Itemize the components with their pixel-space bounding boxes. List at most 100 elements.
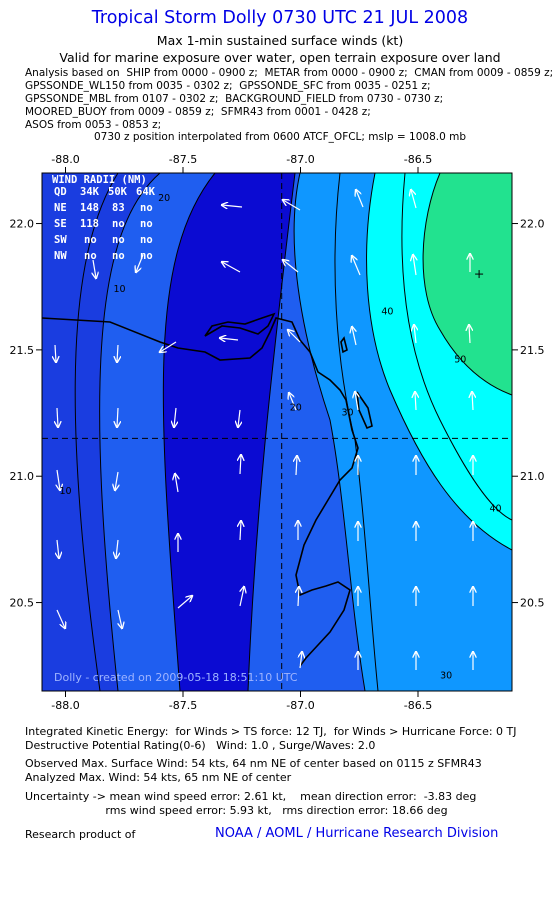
wind-arrow xyxy=(414,325,416,344)
wind-arrow xyxy=(289,393,297,411)
map-title: Tropical Storm Dolly 0730 UTC 21 JUL 200… xyxy=(91,8,469,28)
wind-arrow xyxy=(222,262,241,273)
wind-radii-ne-quadrant: NE xyxy=(54,202,67,214)
wind-arrow xyxy=(118,609,122,628)
wind-radii-nw-50k: no xyxy=(112,250,125,262)
contour-labels: 20 10 40 50 20 30 10 40 30 xyxy=(59,193,501,682)
wind-radii-sw-50k: no xyxy=(112,234,125,246)
observed-max-wind-line: Observed Max. Surface Wind: 54 kts, 64 n… xyxy=(25,757,482,770)
analyzed-max-wind-line: Analyzed Max. Wind: 54 kts, 65 nm NE of … xyxy=(25,771,292,784)
wind-arrow xyxy=(352,256,361,276)
wind-arrow xyxy=(116,539,118,558)
analysis-line-4: MOORED_BUOY from 0009 - 0859 z; SFMR43 f… xyxy=(25,106,371,118)
wind-arrow xyxy=(175,474,178,493)
lat-label-left: 22.0 xyxy=(10,218,35,231)
lat-label-right: 20.5 xyxy=(520,597,545,610)
lat-label-left: 21.5 xyxy=(10,344,35,357)
wind-arrow xyxy=(174,407,176,427)
wind-radii-title: WIND RADII (NM) xyxy=(52,174,147,186)
wind-radii-sw-64k: no xyxy=(140,234,153,246)
wind-radii-ne-34k: 148 xyxy=(80,202,99,214)
ike-line: Integrated Kinetic Energy: for Winds > T… xyxy=(25,725,517,738)
lat-label-left: 20.5 xyxy=(10,597,35,610)
wind-radii-se-50k: no xyxy=(112,218,125,230)
wind-arrow xyxy=(93,259,96,278)
wind-arrow xyxy=(222,205,243,207)
lon-label-bottom: -87.0 xyxy=(286,699,314,712)
wind-arrow xyxy=(300,652,302,669)
plot-frame xyxy=(41,172,513,692)
max-wind-marker xyxy=(475,270,484,279)
wind-radii-header-50k: 50K xyxy=(108,186,128,198)
wind-radii-table: WIND RADII (NM) QD 34K 50K 64K NE 148 83… xyxy=(52,174,156,262)
lon-label-top: -86.5 xyxy=(404,153,432,166)
subtitle-exposure: Valid for marine exposure over water, op… xyxy=(59,50,501,65)
contour-label: 20 xyxy=(158,193,170,204)
position-note: 0730 z position interpolated from 0600 A… xyxy=(93,131,467,143)
lat-label-left: 21.0 xyxy=(10,470,35,483)
wind-radii-ne-50k: 83 xyxy=(112,202,125,214)
contour-label: 40 xyxy=(490,504,502,515)
wind-radii-ne-64k: no xyxy=(140,202,153,214)
wind-radii-header-qd: QD xyxy=(54,186,67,198)
latitude-labels-left: 22.0 21.5 21.0 20.5 xyxy=(10,218,35,610)
wind-arrow xyxy=(415,392,416,411)
wind-arrow xyxy=(55,344,56,362)
lat-label-right: 21.5 xyxy=(520,344,545,357)
lon-label-bottom: -88.0 xyxy=(51,699,79,712)
wind-arrow xyxy=(136,254,144,272)
uncertainty-line-2: rms wind speed error: 5.93 kt, rms direc… xyxy=(25,804,448,817)
subtitle-max-wind: Max 1-min sustained surface winds (kt) xyxy=(156,33,404,48)
uncertainty-line-1: Uncertainty -> mean wind speed error: 2.… xyxy=(25,790,477,803)
wind-arrow xyxy=(56,609,65,628)
contour-label: 10 xyxy=(59,486,71,497)
wind-arrow xyxy=(177,596,192,609)
contour-label: 30 xyxy=(341,408,353,419)
wind-arrow xyxy=(413,255,416,276)
wind-radii-se-34k: 118 xyxy=(80,218,99,230)
lon-label-top: -87.0 xyxy=(286,153,314,166)
wind-arrow xyxy=(288,330,301,343)
storm-center-crosshair xyxy=(42,173,512,691)
wind-arrow xyxy=(117,407,118,427)
wind-arrow xyxy=(240,587,244,607)
wind-radii-sw-34k: no xyxy=(84,234,97,246)
wind-radii-sw-quadrant: SW xyxy=(54,234,67,246)
contour-label: 20 xyxy=(290,403,302,414)
destructive-potential-line: Destructive Potential Rating(0-6) Wind: … xyxy=(25,739,376,752)
coastline xyxy=(42,312,373,667)
wind-arrow xyxy=(57,469,60,490)
analysis-line-1: Analysis based on SHIP from 0000 - 0900 … xyxy=(25,67,554,79)
wind-arrow xyxy=(296,456,297,476)
analysis-line-2: GPSSONDE_WL150 from 0035 - 0302 z; GPSSO… xyxy=(25,80,431,92)
noaa-aoml-hrd-link[interactable]: NOAA / AOML / Hurricane Research Divisio… xyxy=(215,826,499,841)
wind-radii-nw-34k: no xyxy=(84,250,97,262)
contour-label: 10 xyxy=(114,284,126,295)
wind-arrow xyxy=(220,338,239,340)
wind-arrow xyxy=(115,471,118,490)
wind-radii-header-34k: 34K xyxy=(80,186,100,198)
map-credit: Dolly - created on 2009-05-18 18:51:10 U… xyxy=(54,671,298,684)
wind-arrow xyxy=(355,392,358,411)
research-product-label: Research product of xyxy=(25,828,136,841)
wind-arrow xyxy=(283,260,299,273)
wind-arrows xyxy=(55,190,473,670)
wind-arrow xyxy=(57,407,58,427)
wind-arrow xyxy=(238,409,240,427)
analysis-line-5: ASOS from 0053 - 0853 z; xyxy=(25,119,162,131)
longitude-labels-bottom: -88.0 -87.5 -87.0 -86.5 xyxy=(51,699,432,712)
wind-arrow xyxy=(117,344,118,362)
wind-arrow xyxy=(160,341,177,352)
wind-radii-nw-quadrant: NW xyxy=(54,250,67,262)
wind-arrow xyxy=(240,521,241,541)
lon-label-bottom: -86.5 xyxy=(404,699,432,712)
wind-radii-header-64k: 64K xyxy=(136,186,156,198)
wind-arrow xyxy=(472,392,473,411)
wind-arrow xyxy=(352,327,356,346)
wind-arrow xyxy=(356,190,364,208)
wind-arrow xyxy=(283,200,301,211)
lon-label-top: -88.0 xyxy=(51,153,79,166)
wind-arrow xyxy=(298,587,299,607)
latitude-labels-right: 22.0 21.5 21.0 20.5 xyxy=(520,218,545,610)
